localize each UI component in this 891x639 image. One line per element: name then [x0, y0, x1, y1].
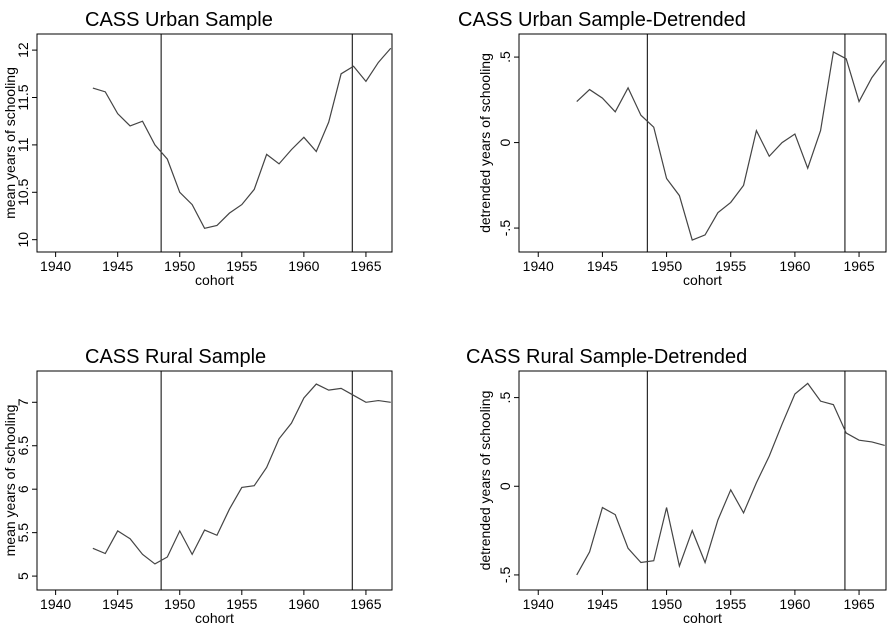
x-tick-label: 1940	[523, 596, 554, 612]
x-tick-label: 1945	[102, 596, 133, 612]
y-axis-label: mean years of schooling	[2, 67, 18, 219]
data-line	[576, 51, 886, 241]
x-tick-label: 1965	[350, 596, 381, 612]
y-tick-label: 11.5	[15, 84, 31, 110]
y-tick-label: 0	[497, 138, 513, 146]
x-tick-label: 1940	[523, 258, 554, 274]
x-tick-label: 1945	[587, 596, 618, 612]
x-tick-label: 1960	[288, 258, 319, 274]
y-tick-label: 6	[15, 485, 31, 493]
y-tick-label: -.5	[497, 567, 513, 584]
y-tick-label: .5	[497, 51, 513, 63]
panel-title: CASS Rural Sample	[85, 346, 266, 368]
panel-title: CASS Urban Sample	[85, 9, 273, 31]
y-tick-label: -.5	[497, 220, 513, 237]
x-tick-label: 1950	[164, 258, 195, 274]
x-tick-label: 1960	[288, 596, 319, 612]
x-axis-label: cohort	[195, 272, 234, 288]
y-tick-label: 10.5	[15, 178, 31, 205]
x-tick-label: 1945	[587, 258, 618, 274]
x-tick-label: 1945	[102, 258, 133, 274]
plot-frame	[36, 33, 393, 253]
plot-frame	[518, 370, 887, 591]
y-tick-label: 11	[15, 137, 31, 152]
x-tick-label: 1965	[350, 258, 381, 274]
x-tick-label: 1965	[843, 258, 874, 274]
data-line	[92, 47, 392, 229]
y-tick-label: 0	[497, 482, 513, 490]
y-tick-label: 7	[15, 398, 31, 406]
panel-title: CASS Rural Sample-Detrended	[466, 346, 747, 368]
x-axis-label: cohort	[683, 272, 722, 288]
y-tick-label: 5.5	[15, 523, 31, 543]
x-tick-label: 1950	[164, 596, 195, 612]
x-tick-label: 1955	[226, 596, 257, 612]
y-axis-label: detrended years of schooling	[477, 53, 493, 233]
y-tick-label: 6.5	[15, 436, 31, 456]
y-axis-label: mean years of schooling	[2, 405, 18, 557]
panel-title: CASS Urban Sample-Detrended	[458, 9, 746, 31]
x-tick-label: 1965	[843, 596, 874, 612]
x-axis-label: cohort	[195, 610, 234, 626]
x-axis-label: cohort	[683, 610, 722, 626]
x-tick-label: 1960	[779, 258, 810, 274]
data-line	[576, 382, 885, 576]
plot-frame	[36, 370, 393, 591]
x-tick-label: 1955	[226, 258, 257, 274]
y-axis-label: detrended years of schooling	[477, 391, 493, 571]
y-tick-label: .5	[497, 392, 513, 404]
data-line	[92, 383, 391, 565]
x-tick-label: 1955	[715, 258, 746, 274]
y-tick-label: 10	[15, 232, 31, 248]
y-tick-label: 5	[15, 572, 31, 580]
y-tick-label: 12	[15, 42, 31, 58]
x-tick-label: 1940	[40, 258, 71, 274]
x-tick-label: 1950	[651, 258, 682, 274]
x-tick-label: 1960	[779, 596, 810, 612]
x-tick-label: 1950	[651, 596, 682, 612]
x-tick-label: 1955	[715, 596, 746, 612]
x-tick-label: 1940	[40, 596, 71, 612]
